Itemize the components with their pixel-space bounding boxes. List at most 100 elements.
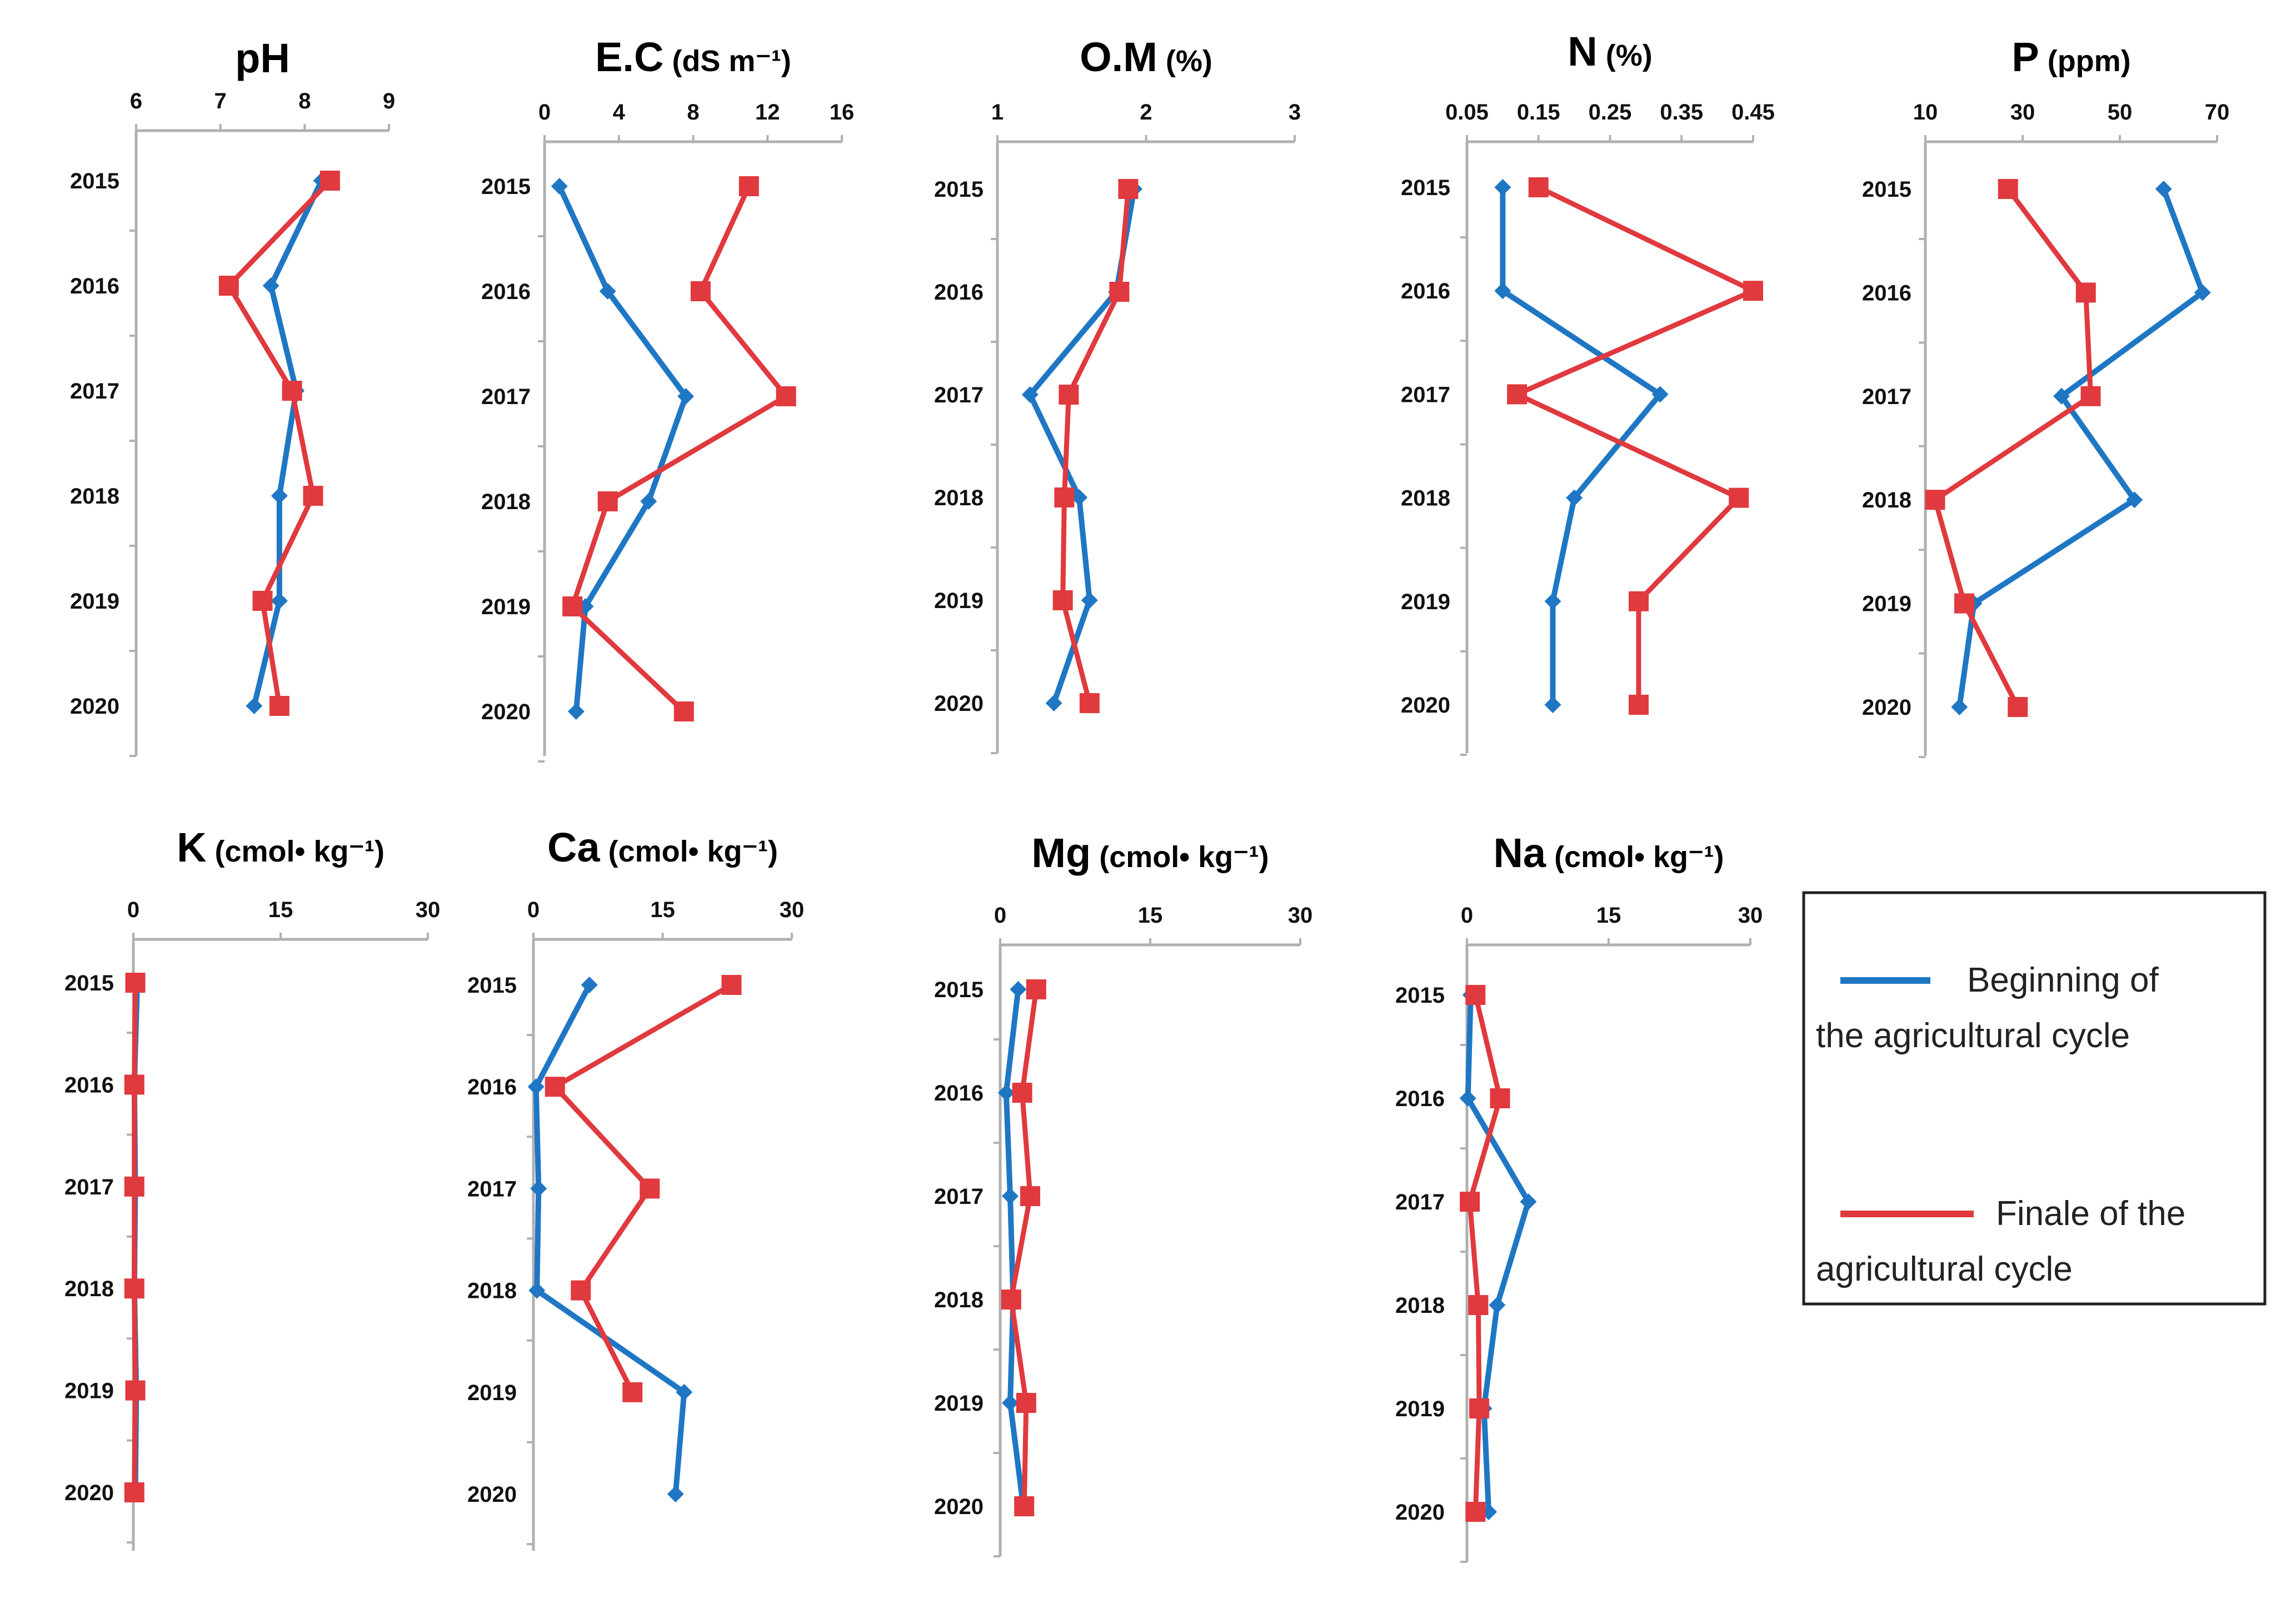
panel-title-main: N [1568,28,1597,74]
data-point-diamond [1002,1188,1019,1204]
data-point-square [1059,385,1079,405]
data-point-square [776,386,796,406]
category-label: 2019 [467,1381,517,1405]
data-point-square [1468,1295,1489,1315]
series-line [1933,187,2093,709]
panel-title: P (ppm) [2012,34,2130,80]
category-label: 2015 [467,973,517,998]
category-label: 2016 [64,1073,114,1097]
data-point-square [2008,697,2028,717]
category-label: 2015 [934,177,984,202]
panel-title-unit: (cmol• kg⁻¹) [1091,840,1269,874]
panel-title-unit: (ppm) [2039,44,2131,78]
panel-title-unit: (cmol• kg⁻¹) [1546,840,1724,874]
panel-title-main: pH [235,35,290,81]
category-label: 2020 [467,1482,517,1507]
panel-mg: Mg (cmol• kg⁻¹) 0 15 30 2015 2016 2017 2018 2019… [934,830,1313,1557]
data-point-diamond [581,977,598,993]
panel-title-main: Ca [547,824,600,870]
legend: Beginning of the agricultural cycle Final… [1802,891,2267,1306]
x-tick-label: 2 [1140,100,1152,125]
data-point-diamond [1010,981,1027,998]
data-point-square [1460,1192,1480,1212]
panel-title-unit: (dS m⁻¹) [663,44,791,78]
data-point-square [218,276,239,296]
x-tick-label: 8 [298,89,311,113]
data-point-square [1629,591,1649,611]
category-label: 2015 [1395,983,1445,1008]
category-label: 2017 [481,385,531,409]
data-point-diamond [1021,386,1039,403]
category-label: 2017 [70,379,119,404]
x-tick-label: 6 [130,89,142,113]
x-tick-label: 50 [2108,100,2133,125]
series-line [1514,185,1756,705]
data-point-diamond [599,283,616,300]
category-label: 2015 [1862,177,1911,202]
category-label: 2018 [934,1288,984,1312]
category-label: 2020 [70,694,119,719]
data-point-square [622,1382,643,1402]
data-point-diamond [1566,489,1583,506]
data-point-square [738,176,759,196]
category-label: 2017 [934,1184,984,1209]
category-label: 2019 [70,589,119,614]
category-label: 2016 [1395,1087,1445,1111]
category-label: 2015 [70,169,119,193]
data-point-square [1729,487,1749,508]
data-point-diamond [1544,696,1561,713]
series-line [533,983,687,1495]
x-tick-label: 70 [2205,100,2230,125]
data-point-square [1012,1083,1032,1103]
category-label: 2017 [1401,382,1450,407]
panel-om: O.M (%) 1 2 3 2015 2016 2017 2018 2019 2020 [934,34,1301,754]
x-tick-label: 15 [1596,903,1621,928]
category-label: 2020 [1862,695,1911,720]
category-label: 2015 [481,175,531,199]
data-point-diamond [676,1383,693,1401]
category-label: 2017 [934,383,984,407]
series-finale [545,975,742,1402]
x-tick-label: 3 [1289,100,1301,125]
category-label: 2018 [481,490,531,514]
data-point-square [320,171,340,191]
data-point-diamond [1459,1090,1476,1107]
x-tick-label: 0.15 [1517,100,1560,125]
data-point-square [124,1482,144,1502]
x-tick-label: 30 [1288,903,1313,928]
data-point-square [282,381,302,401]
data-point-diamond [1494,282,1511,300]
data-point-square [571,1280,591,1301]
x-tick-label: 0 [527,898,540,922]
series-beginning [551,178,695,720]
x-tick-label: 0 [1461,903,1473,928]
data-point-square [1629,695,1649,715]
data-point-diamond [2155,181,2172,197]
panel-title: Mg (cmol• kg⁻¹) [1031,830,1269,876]
category-label: 2017 [64,1175,114,1199]
data-point-diamond [1651,386,1669,403]
x-tick-label: 0 [127,898,139,922]
data-point-square [1014,1496,1035,1516]
series-line [226,178,332,706]
legend-label-begin: Beginning of the agricultural cycle [1816,961,2159,1055]
data-point-diamond [271,593,288,609]
x-tick-label: 10 [1913,100,1938,125]
data-point-diamond [2194,284,2211,301]
category-label: 2019 [1395,1397,1445,1421]
x-tick-label: 12 [755,100,780,125]
data-point-diamond [1071,489,1088,506]
panel-title: Na (cmol• kg⁻¹) [1493,830,1724,876]
panel-title: N (%) [1568,28,1652,74]
data-point-square [1743,281,1763,301]
legend-line: the agricultural cycle [1816,1017,2130,1055]
data-point-diamond [551,178,568,195]
data-point-diamond [528,1282,546,1299]
data-point-square [2075,282,2096,303]
series-beginning [1494,179,1669,713]
category-label: 2020 [481,700,531,724]
panel-title-main: Mg [1031,830,1091,876]
data-point-square [2080,386,2101,406]
data-point-square [125,1380,146,1401]
